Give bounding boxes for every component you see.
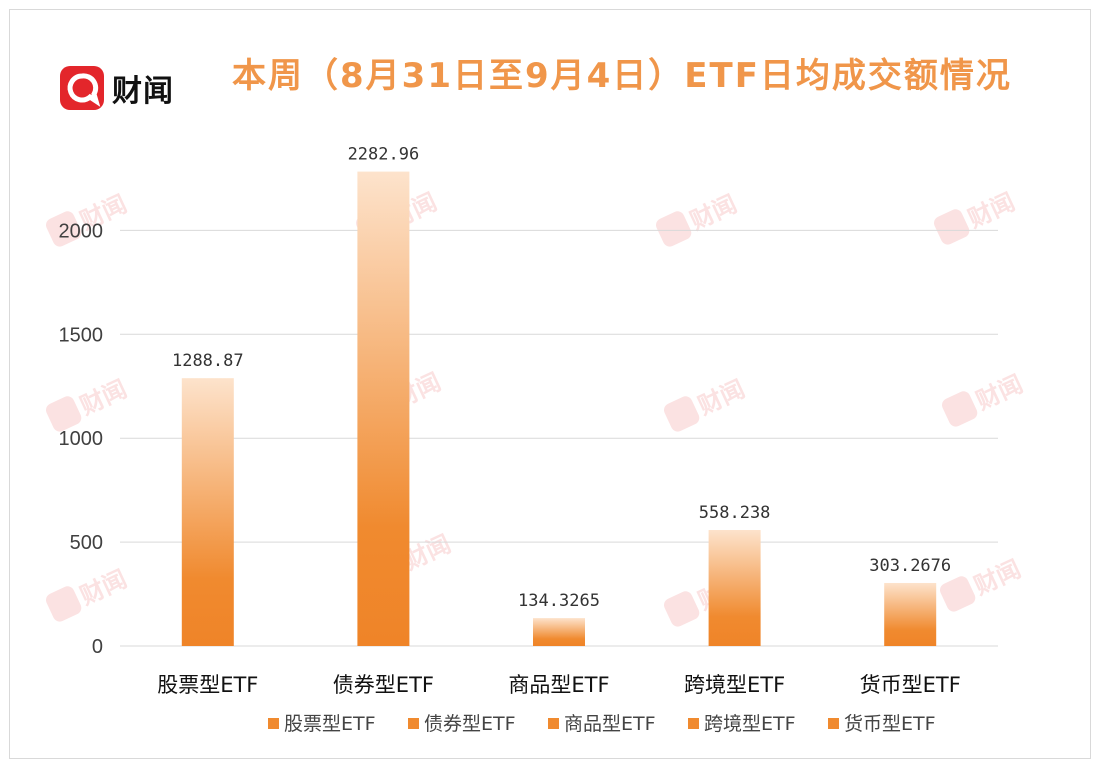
legend-swatch: [408, 718, 419, 729]
bar: [884, 582, 937, 646]
y-tick-label: 500: [70, 532, 103, 554]
bar: [708, 529, 761, 646]
brand-logo: 财闻: [60, 66, 174, 110]
legend-swatch: [828, 718, 839, 729]
logo-icon: [60, 66, 104, 110]
legend-swatch: [688, 718, 699, 729]
bar: [357, 171, 410, 647]
y-tick-label: 1500: [59, 324, 104, 346]
data-label: 2282.96: [348, 145, 420, 165]
data-label: 303.2676: [869, 556, 951, 576]
logo-text: 财闻: [112, 74, 174, 109]
legend-label: 股票型ETF: [284, 713, 376, 735]
bar: [181, 378, 234, 646]
chart-title: 本周（8月31日至9月4日）ETF日均成交额情况: [232, 56, 1012, 96]
data-label: 134.3265: [518, 591, 600, 611]
data-label: 558.238: [699, 503, 771, 523]
legend-label: 债券型ETF: [424, 713, 516, 735]
data-label: 1288.87: [172, 351, 244, 371]
y-tick-label: 1000: [59, 428, 104, 450]
legend-label: 商品型ETF: [564, 713, 656, 735]
y-tick-label: 2000: [59, 220, 104, 242]
y-tick-label: 0: [92, 636, 103, 658]
legend-label: 跨境型ETF: [704, 713, 796, 735]
legend-label: 货币型ETF: [844, 713, 936, 735]
legend-swatch: [268, 718, 279, 729]
x-tick-label: 货币型ETF: [860, 673, 961, 697]
x-tick-label: 股票型ETF: [157, 673, 258, 697]
x-tick-label: 债券型ETF: [333, 673, 434, 697]
legend-swatch: [548, 718, 559, 729]
x-tick-label: 跨境型ETF: [684, 673, 785, 697]
x-tick-label: 商品型ETF: [508, 673, 609, 697]
bar: [533, 618, 585, 646]
